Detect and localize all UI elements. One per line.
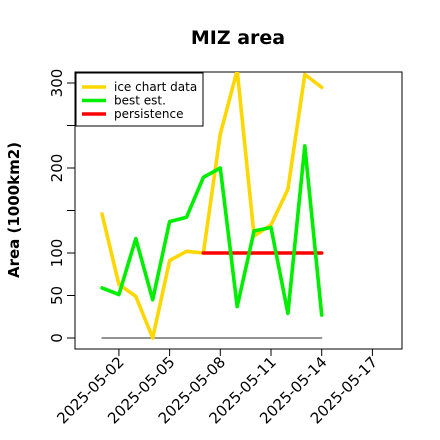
y-tick-label: 0	[48, 333, 66, 343]
series-ice-chart-data-line	[100, 72, 324, 340]
legend-label: best est.	[114, 94, 166, 108]
chart-title: MIZ area	[191, 27, 285, 49]
y-axis-label: Area (1000km2)	[5, 142, 23, 278]
y-tick-label: 100	[48, 239, 66, 268]
x-axis: 2025-05-022025-05-052025-05-082025-05-11…	[53, 349, 381, 427]
y-axis: 0 50 100 200 300	[48, 69, 75, 343]
y-tick-label: 50	[48, 286, 66, 305]
y-tick-label: 300	[48, 69, 66, 98]
series-best-est--line	[100, 144, 324, 317]
legend-label: ice chart data	[114, 80, 197, 94]
series-layer	[100, 72, 324, 340]
y-tick-label: 200	[48, 154, 66, 183]
legend-label: persistence	[114, 107, 183, 121]
